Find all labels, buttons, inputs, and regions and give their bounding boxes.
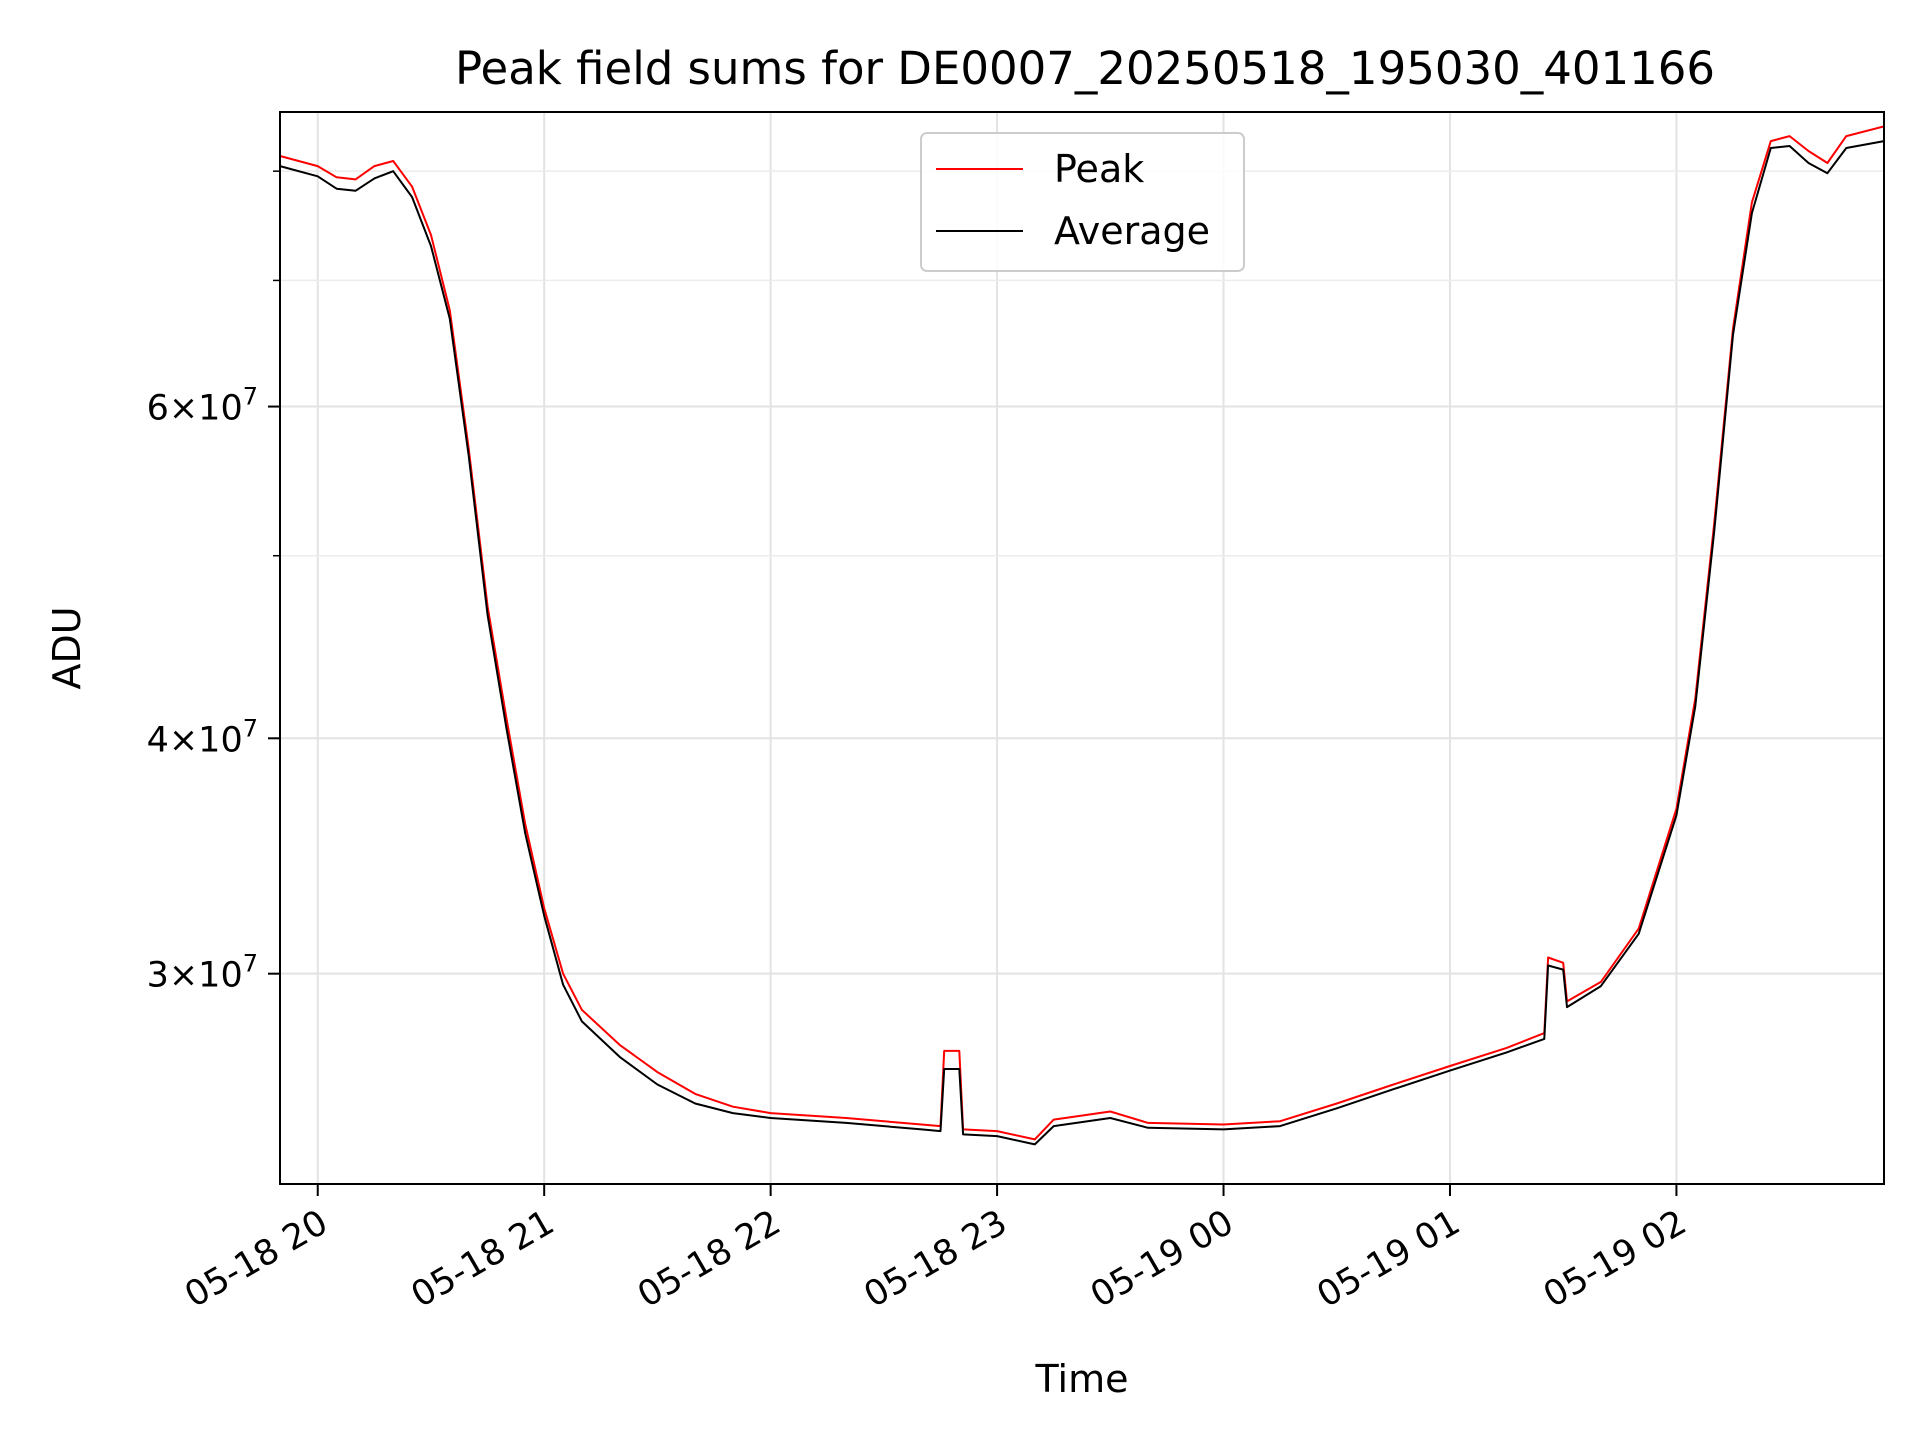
- series-line-average: [279, 140, 1885, 1146]
- y-axis-label: ADU: [45, 606, 89, 689]
- grid: [280, 112, 1884, 1184]
- y-tick-label-0: 3×107: [147, 950, 258, 996]
- legend-label-average: Average: [1054, 209, 1210, 253]
- chart-title: Peak field sums for DE0007_20250518_1950…: [455, 42, 1715, 95]
- x-axis-label: Time: [1035, 1357, 1129, 1401]
- y-tick-label-1: 4×107: [147, 714, 258, 760]
- legend-label-peak: Peak: [1054, 147, 1144, 191]
- legend: Peak Average: [920, 132, 1245, 272]
- y-tick-label-2: 6×107: [147, 383, 258, 429]
- series-layer: [279, 125, 1885, 1146]
- legend-box: [920, 132, 1245, 272]
- plot-frame: [279, 111, 1885, 1185]
